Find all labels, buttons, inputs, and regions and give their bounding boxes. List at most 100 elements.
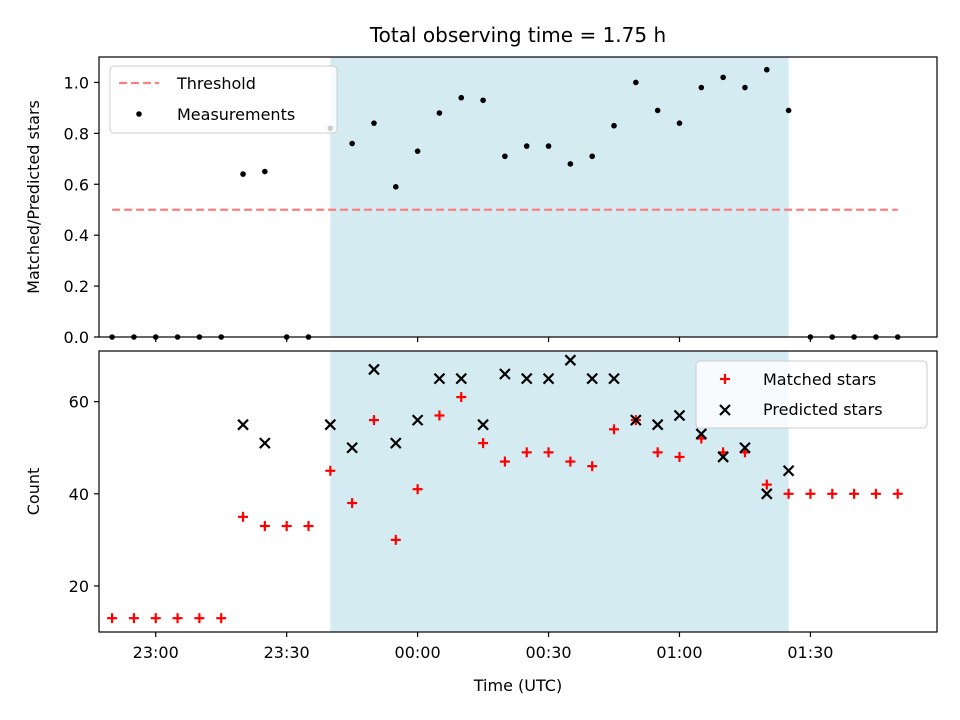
- matched-stars-point: [347, 498, 358, 509]
- matched-stars-point: [499, 456, 510, 467]
- measurement-point: [611, 122, 617, 129]
- measurement-point: [458, 94, 465, 101]
- measurement-point: [676, 120, 683, 126]
- predicted-stars-point: [608, 372, 620, 385]
- x-tick-label: 00:00: [395, 643, 441, 662]
- y-tick-label: 0.8: [64, 124, 89, 143]
- x-tick-label: 23:00: [133, 643, 179, 662]
- predicted-stars-point: [237, 418, 249, 431]
- matched-stars-point: [150, 613, 161, 624]
- measurement-point: [589, 153, 595, 160]
- measurement-point: [523, 143, 530, 149]
- predicted-stars-point: [651, 418, 664, 431]
- matched-stars-point: [368, 415, 379, 426]
- x-tick-label: 01:30: [787, 643, 833, 662]
- measurement-point: [414, 148, 421, 154]
- matched-stars-point: [412, 484, 423, 495]
- x-axis-label: Time (UTC): [473, 676, 562, 695]
- bottom-panel: 20 40 60 23:00 23:30 00:00 00:30 01:00 01:30 Coun…: [24, 350, 938, 662]
- predicted-stars-point: [739, 441, 751, 454]
- measurement-point: [371, 120, 377, 126]
- bottom-legend: Matched stars Predicted stars: [695, 360, 928, 429]
- matched-stars-point: [216, 613, 227, 624]
- measurement-point: [392, 184, 399, 190]
- matched-stars-point: [892, 488, 903, 499]
- predicted-stars-point: [324, 418, 337, 431]
- legend-threshold-label: Threshold: [176, 74, 256, 93]
- matched-stars-point: [565, 456, 576, 467]
- predicted-stars-point: [477, 418, 489, 431]
- matched-stars-point: [259, 521, 270, 532]
- predicted-stars-point: [259, 437, 271, 449]
- predicted-stars-point: [368, 363, 380, 376]
- measurement-point: [436, 110, 443, 116]
- matched-stars-point: [652, 447, 663, 458]
- matched-stars-point: [194, 613, 205, 624]
- x-tick-label: 00:30: [525, 643, 571, 662]
- legend-box: [695, 360, 928, 429]
- y-tick-label: 20: [69, 577, 89, 596]
- matched-stars-point: [107, 613, 118, 624]
- matched-stars-point: [390, 534, 401, 545]
- y-tick-label: 0.6: [64, 175, 89, 194]
- y-axis-label: Count: [24, 468, 43, 516]
- matched-stars-point: [609, 424, 620, 435]
- y-tick-label: 0.0: [64, 328, 89, 347]
- measurement-point: [502, 153, 508, 160]
- y-axis-label: Matched/Predicted stars: [24, 100, 43, 294]
- predicted-stars-point: [564, 354, 577, 366]
- matched-stars-point: [434, 410, 445, 421]
- x-tick-label: 01:00: [656, 643, 702, 662]
- matched-stars-point: [281, 521, 292, 532]
- top-panel: 0.0 0.2 0.4 0.6 0.8 1.0 Matched/Predicted star…: [24, 56, 938, 347]
- legend-matched-swatch: [720, 374, 730, 384]
- y-tick-label: 0.4: [64, 226, 89, 245]
- legend-predicted-swatch: [719, 404, 731, 416]
- matched-stars-point: [325, 465, 336, 476]
- matched-stars-point: [172, 613, 183, 624]
- measurement-point: [480, 97, 486, 104]
- measurement-point: [698, 84, 705, 91]
- predicted-stars-point: [630, 414, 642, 426]
- measurement-point: [720, 74, 726, 81]
- matched-stars-point: [849, 488, 860, 499]
- legend-predicted-label: Predicted stars: [763, 400, 883, 419]
- matched-stars-point: [587, 461, 598, 472]
- predicted-stars-point: [499, 368, 511, 380]
- legend-measurements-swatch: [136, 111, 142, 117]
- measurement-point: [654, 107, 661, 114]
- observing-window-band: [330, 57, 789, 337]
- matched-stars-point: [805, 488, 816, 499]
- axes-frame: [98, 350, 938, 633]
- top-legend: Threshold Measurements: [109, 65, 338, 134]
- y-tick-label: 1.0: [64, 73, 89, 92]
- matched-stars-point: [761, 479, 772, 490]
- predicted-stars-point: [346, 441, 358, 454]
- matched-stars-point: [478, 438, 489, 449]
- predicted-stars-point: [411, 414, 424, 426]
- measurement-point: [240, 171, 246, 177]
- legend-box: [109, 65, 338, 134]
- matched-stars-point: [456, 392, 467, 403]
- measurement-point: [567, 161, 574, 167]
- y-tick-label: 0.2: [64, 277, 89, 296]
- matched-stars-point: [783, 488, 794, 499]
- predicted-stars-point: [390, 437, 402, 449]
- y-tick-label: 60: [69, 393, 89, 412]
- y-tick-label: 40: [69, 485, 89, 504]
- matched-stars-point: [128, 613, 139, 624]
- legend-measurements-label: Measurements: [177, 105, 295, 124]
- predicted-stars-point: [520, 372, 533, 385]
- matched-stars-point: [303, 521, 314, 532]
- legend-matched-label: Matched stars: [763, 370, 876, 389]
- measurement-point: [633, 79, 639, 86]
- predicted-stars-point: [717, 451, 729, 463]
- axes-frame: [98, 56, 938, 338]
- matched-stars-point: [543, 447, 554, 458]
- predicted-stars-point: [761, 488, 773, 500]
- measurement-point: [545, 143, 552, 149]
- predicted-stars-point: [695, 428, 708, 440]
- matched-stars-point: [674, 451, 685, 462]
- matched-stars-point: [870, 488, 881, 499]
